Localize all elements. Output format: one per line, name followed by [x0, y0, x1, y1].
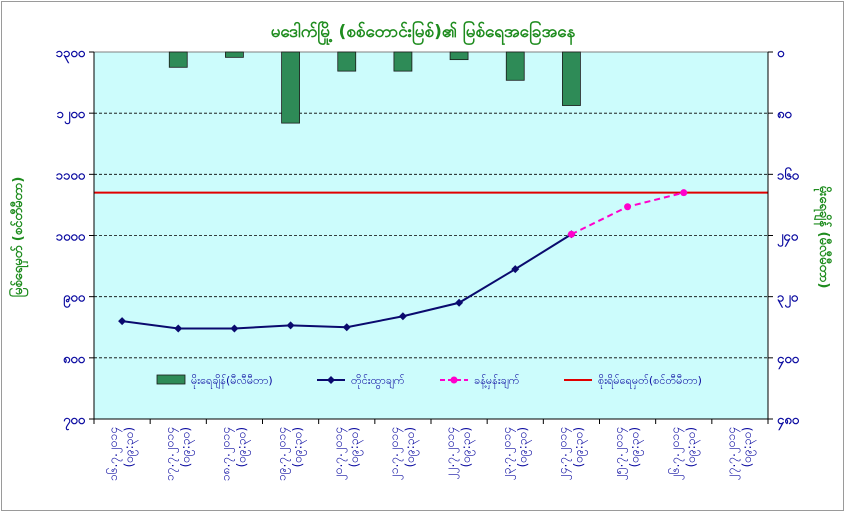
x-tick-label-date: ၁၈.၇.၂၀၁၄: [218, 427, 235, 481]
x-tick-label-time: (၀၉:၃၀): [234, 427, 251, 467]
y-right-tick-label: ၄၀၀: [777, 352, 800, 370]
observed-point: [118, 317, 127, 326]
x-tick-label-time: (၀၉:၃၀): [684, 427, 701, 467]
observed-point: [455, 298, 464, 307]
y-left-tick-label: ၁၀၀၀: [56, 230, 86, 245]
x-tick-label-date: ၂၅.၇.၂၀၁၄: [612, 427, 629, 480]
chart-title: မဒေါက်မြို့ (စစ်တောင်းမြစ်)၏ မြစ်ရေအခြေအ…: [271, 19, 576, 46]
y-left-tick-label: ၇၀၀: [63, 413, 86, 431]
x-tick-label-time: (၀၉:၃၀): [347, 427, 364, 467]
rainfall-bar: [393, 51, 413, 72]
legend-label: ခန့်မှန်းချက်: [474, 374, 520, 389]
x-tick-label-date: ၁၇.၇.၂၀၁၄: [162, 427, 179, 481]
x-tick-label-date: ၂၆.၇.၂၀၁၄: [667, 427, 685, 480]
legend-label: စိုးရိမ်ရေမှတ်(စင်တီမီတာ): [598, 374, 702, 389]
forecast-point: [624, 203, 632, 211]
x-tick-label-time: (၀၉:၃၀): [122, 427, 139, 467]
x-tick-label-date: ၁၆.၇.၂၀၁၄: [105, 427, 123, 481]
forecast-point: [567, 230, 575, 238]
rainfall-bar: [337, 51, 357, 72]
y-right-tick-label: ၀: [777, 46, 785, 61]
rainfall-bar: [562, 51, 581, 106]
x-tick-label-date: ၂၄.၇.၂၀၁၄: [555, 427, 572, 480]
y-left-tick-label: ၈၀၀: [63, 352, 86, 367]
y-left-tick-label: ၉၀၀: [63, 291, 86, 309]
x-tick-label-date: ၂၁.၇.၂၀၁၄: [387, 427, 404, 480]
rainfall-bar: [449, 51, 469, 61]
x-tick-label-time: (၀၉:၃၀): [571, 427, 588, 467]
y-axis-right-title: မိုးရေချိန် (မီလီမီတာ): [813, 186, 833, 289]
x-tick-label-time: (၀၉:၃၀): [178, 427, 195, 467]
rainfall-bar: [168, 51, 188, 68]
x-tick-label-time: (၀၉:၃၀): [628, 427, 645, 467]
y-right-tick-label: ၂၄၀: [777, 230, 799, 248]
rainfall-bar: [281, 51, 300, 124]
legend-marker-observed: [327, 376, 335, 384]
y-axis-left-title: မြစ်ရေမှတ် (စင်တီမီတာ): [8, 177, 29, 298]
y-right-tick-label: ၄၈၀: [777, 413, 800, 431]
observed-point: [398, 312, 407, 321]
observed-point: [342, 323, 351, 332]
x-tick-label-date: ၂၇.၇.၂၀၁၄: [724, 427, 741, 480]
y-left-tick-label: ၁၂၀၀: [57, 107, 86, 125]
legend-label: တိုင်းထွာချက်: [351, 374, 405, 389]
legend: မိုးရေချိန်(မီလီမီတာ) တိုင်းထွာချက် ခန့်မှ…: [156, 374, 702, 389]
rainfall-bar: [225, 51, 244, 58]
observed-point: [230, 324, 239, 333]
y-right-tick-label: ၃၂၀: [777, 291, 799, 309]
y-left-tick-label: ၁၃၀၀: [56, 46, 86, 64]
observed-point: [174, 324, 183, 333]
x-tick-label-time: (၀၉:၃၀): [459, 427, 476, 467]
x-tick-label-time: (၀၉:၃၀): [403, 427, 420, 467]
x-tick-label-date: ၁၉.၇.၂၀၁၄: [275, 427, 292, 481]
observed-point: [286, 321, 295, 330]
rainfall-bar: [505, 51, 525, 81]
x-tick-label-time: (၀၉:၃၀): [515, 427, 532, 467]
observed-point: [511, 265, 520, 274]
y-right-tick-label: ၁၆၀: [777, 166, 800, 183]
x-tick-label-time: (၀၉:၃၀): [291, 427, 308, 467]
forecast-point: [680, 189, 688, 197]
x-tick-label-date: ၂၀.၇.၂၀၁၄: [331, 427, 348, 480]
y-left-tick-label: ၁၁၀၀: [56, 168, 86, 183]
x-tick-label-date: ၂၃.၇.၂၀၁၄: [499, 427, 516, 480]
y-right-tick-label: ၈၀: [777, 107, 792, 122]
legend-swatch-rainfall: [156, 374, 186, 385]
x-tick-label-date: ၂၂.၇.၂၀၁၄: [443, 427, 460, 479]
x-tick-label-time: (၀၉:၃၀): [740, 427, 757, 467]
legend-label: မိုးရေချိန်(မီလီမီတာ): [191, 374, 273, 389]
legend-marker-forecast: [450, 376, 458, 384]
